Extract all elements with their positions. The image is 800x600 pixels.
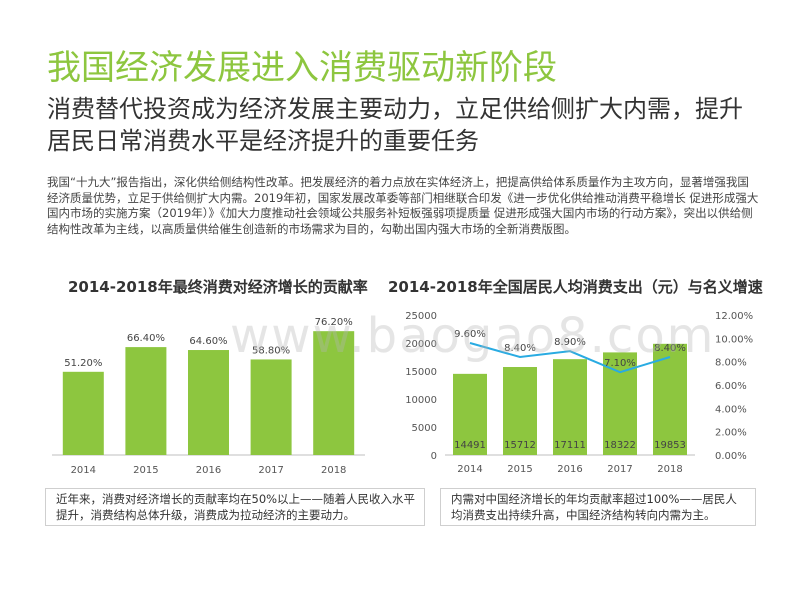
chart2-bar-2016 <box>553 359 587 455</box>
chart2-x-tick-2014: 2014 <box>457 464 482 475</box>
chart1-data-label-2017: 58.80% <box>252 345 290 356</box>
page-subtitle: 消费替代投资成为经济发展主要动力，立足供给侧扩大内需，提升居民日常消费水平是经济… <box>47 95 743 155</box>
chart2-y-right-tick: 2.00% <box>715 428 747 439</box>
chart2-bar-2015 <box>503 367 537 455</box>
chart2-y-left-tick: 25000 <box>405 311 437 322</box>
chart1-bar-2018 <box>313 331 355 455</box>
chart1-bar-2016 <box>188 350 229 455</box>
body-paragraph: 我国“十九大”报告指出，深化供给侧结构性改革。把发展经济的着力点放在实体经济上，… <box>47 175 759 236</box>
chart1-x-tick-2015: 2015 <box>133 465 158 476</box>
chart2-y-right-tick: 12.00% <box>715 311 753 322</box>
chart2-x-tick-2016: 2016 <box>557 464 582 475</box>
per-capita-spending-chart: 0 5000 10000 15000 20000 25000 0.00% 2.00% 4.00%… <box>405 311 753 475</box>
chart2-line-label-2017: 7.10% <box>604 358 636 369</box>
chart2-x-tick-2018: 2018 <box>657 464 682 475</box>
chart1-x-tick-2014: 2014 <box>71 465 96 476</box>
watermark: www.baogao8.com <box>230 308 716 364</box>
chart2-bar-label-2016: 17111 <box>554 440 586 451</box>
chart1-x-tick-2018: 2018 <box>321 465 346 476</box>
chart1-x-tick-2016: 2016 <box>196 465 221 476</box>
chart2-bar-label-2017: 18322 <box>604 440 636 451</box>
chart2-y-right-tick: 10.00% <box>715 334 753 345</box>
chart2-x-tick-2015: 2015 <box>507 464 532 475</box>
chart2-bar-label-2015: 15712 <box>504 440 536 451</box>
chart2-y-left-tick: 0 <box>431 451 437 462</box>
chart2-growth-line <box>469 342 671 374</box>
note-left: 近年来，消费对经济增长的贡献率均在50%以上——随着人民收入水平提升，消费结构总… <box>45 488 425 526</box>
chart1-title: 2014-2018年最终消费对经济增长的贡献率 <box>68 278 368 296</box>
chart1-bar-2014 <box>62 371 104 455</box>
chart2-y-right-tick: 4.00% <box>715 404 747 415</box>
chart2-bar-label-2018: 19853 <box>654 440 686 451</box>
chart2-line-label-2016: 8.90% <box>554 337 586 348</box>
chart2-y-left-tick: 5000 <box>412 423 437 434</box>
consumption-contribution-chart: 51.20% 2014 66.40% 2015 64.60% 2016 58.80% 2017… <box>52 317 365 476</box>
chart1-bar-2017 <box>250 359 292 455</box>
chart2-title: 2014-2018年全国居民人均消费支出（元）与名义增速 <box>388 278 763 296</box>
chart2-y-right-tick: 0.00% <box>715 451 747 462</box>
chart1-data-label-2016: 64.60% <box>189 336 227 347</box>
chart1-data-label-2018: 76.20% <box>315 317 353 328</box>
chart2-bar-2014 <box>453 373 487 455</box>
chart1-data-label-2015: 66.40% <box>127 333 165 344</box>
chart2-x-tick-2017: 2017 <box>607 464 632 475</box>
chart2-line-label-2014: 9.60% <box>454 329 486 340</box>
chart2-bar-2018 <box>653 343 687 455</box>
chart2-y-left-tick: 20000 <box>405 339 437 350</box>
chart1-x-tick-2017: 2017 <box>258 465 283 476</box>
chart2-line-label-2018: 8.40% <box>654 343 686 354</box>
chart1-data-label-2014: 51.20% <box>64 358 102 369</box>
chart2-y-left-tick: 10000 <box>405 395 437 406</box>
page-title: 我国经济发展进入消费驱动新阶段 <box>47 48 557 88</box>
chart2-y-left-tick: 15000 <box>405 367 437 378</box>
chart2-bar-label-2014: 14491 <box>454 440 486 451</box>
chart2-line-label-2015: 8.40% <box>504 343 536 354</box>
chart2-y-right-tick: 8.00% <box>715 358 747 369</box>
note-right: 内需对中国经济增长的年均贡献率超过100%——居民人均消费支出持续升高，中国经济… <box>440 488 756 526</box>
chart1-bar-2015 <box>125 347 167 455</box>
chart2-y-right-tick: 6.00% <box>715 381 747 392</box>
